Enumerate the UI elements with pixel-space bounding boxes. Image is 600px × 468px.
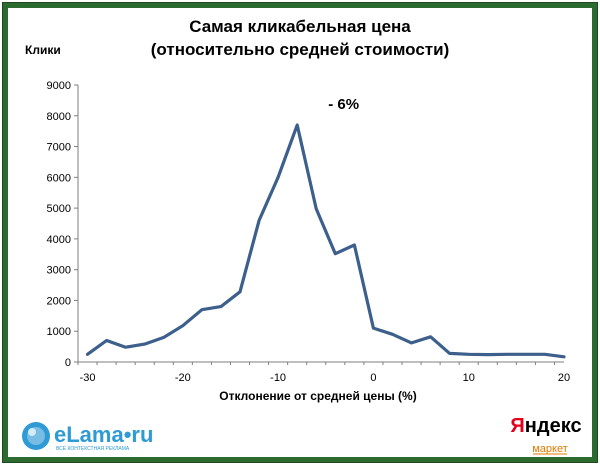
data-point [295,123,299,127]
annotation-group: - 6% [328,96,359,113]
y-ticks: 0 1000 2000 3000 4000 5000 6000 7000 8000 9000 [47,80,78,369]
elama-wordmark: eLama•ru [54,422,153,447]
yandex-market-label: маркет [532,443,568,455]
peak-annotation: - 6% [328,96,359,113]
data-point [353,243,356,247]
x-tick-label: -20 [175,372,191,384]
chart-title-line-2: (относительно средней стоимости) [151,40,449,59]
y-tick-label: 5000 [47,203,71,215]
y-axis-label: Клики [25,43,61,57]
y-tick-label: 1000 [47,326,71,338]
y-tick-label: 3000 [47,265,71,277]
elama-logo: eLama•ru ВСЕ КОНТЕКСТНАЯ РЕКЛАМА [22,422,153,452]
data-point [276,176,280,179]
data-point [315,207,318,210]
axes [77,85,564,363]
elama-globe-icon [22,422,50,450]
y-tick-label: 8000 [47,111,71,123]
data-point [257,219,261,222]
x-ticks: -30 -20 -10 0 10 20 [77,362,570,384]
data-point [124,346,127,349]
x-tick-label: 0 [370,372,376,384]
data-point [105,339,108,342]
chart-frame: Самая кликабельная цена (относительно ср… [2,2,598,463]
x-tick-label: 20 [558,372,570,384]
y-tick-label: 2000 [47,295,71,307]
series-line [85,123,566,359]
data-point [372,326,375,330]
x-tick-label: -30 [80,372,96,384]
data-point [219,305,223,308]
data-point [448,352,451,355]
data-point [543,353,547,356]
data-point [429,335,432,338]
chart-title-line-1: Самая кликабельная цена [189,17,411,36]
data-point [410,341,413,345]
elama-tagline: ВСЕ КОНТЕКСТНАЯ РЕКЛАМА [56,446,130,452]
x-tick-label: -10 [270,372,286,384]
yandex-wordmark: Яндекс [510,415,581,437]
data-point [86,353,89,356]
yandex-market-logo: Яндекс маркет [510,415,581,455]
data-point [334,252,337,255]
data-point [467,353,470,356]
y-tick-label: 6000 [47,172,71,184]
data-point [181,324,185,327]
series-group [85,123,566,359]
y-tick-label: 9000 [47,80,71,92]
x-axis-label: Отклонение от средней цены (%) [219,389,416,403]
y-tick-label: 0 [65,357,71,369]
data-point [524,353,528,356]
data-point [562,355,566,358]
y-tick-label: 4000 [47,234,71,246]
data-point [505,353,509,356]
data-point [391,333,394,336]
data-point [162,336,165,339]
x-tick-label: 10 [463,372,475,384]
y-tick-label: 7000 [47,142,71,154]
data-point [200,308,204,311]
data-point [143,342,146,346]
data-point [486,353,489,356]
chart: Самая кликабельная цена (относительно ср… [25,17,570,403]
data-point [238,290,242,294]
